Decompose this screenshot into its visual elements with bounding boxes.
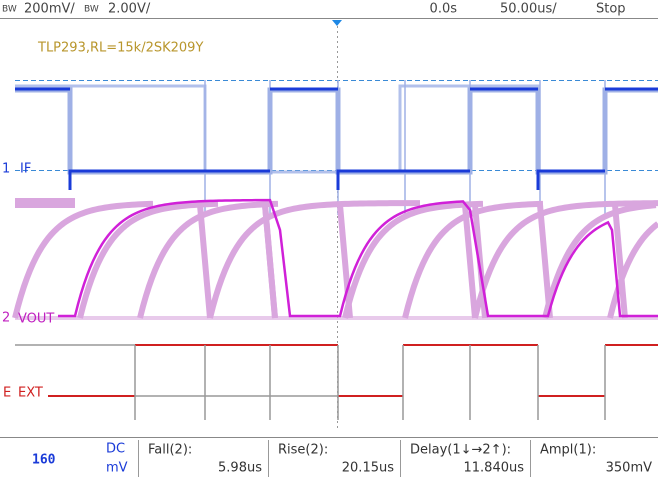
meas-value: 11.840us [464,461,525,476]
scope-screen: BW 200mV/ BW 2.00V/ 0.0s 50.00us/ Stop T… [0,0,658,477]
meas-label: Fall(2): [148,443,192,458]
time-offset: 0.0s [430,2,458,17]
ext-number: E [3,386,11,401]
readout-value: 160 [32,453,56,468]
annotation: TLP293,RL=15k/2SK209Y [37,41,203,56]
bw1: BW [2,5,17,15]
run-status: Stop [596,2,626,17]
meas-value: 5.98us [218,461,262,476]
readout-unit: mV [106,461,128,476]
ch1-scale: 200mV/ [24,2,75,17]
ch1-label: IF [20,162,31,177]
meas-value: 20.15us [342,461,394,476]
ext-label: EXT [18,386,43,401]
readout-coupling: DC [106,442,125,457]
timebase: 50.00us/ [500,2,557,17]
meas-label: Ampl(1): [540,443,596,458]
bw2: BW [84,5,99,15]
ch2-scale: 2.00V/ [108,2,151,17]
ch2-number: 2 [2,311,10,326]
ch1-number: 1 [2,162,10,177]
ch2-label: VOUT [18,312,54,327]
meas-label: Rise(2): [278,443,328,458]
meas-label: Delay(1↓→2↑): [410,443,511,458]
meas-value: 350mV [606,461,652,476]
background [0,0,658,477]
